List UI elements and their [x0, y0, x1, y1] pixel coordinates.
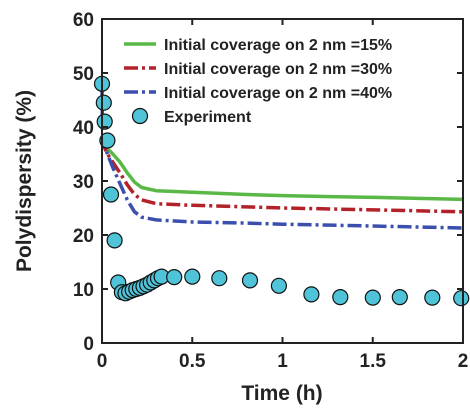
x-tick-label: 2: [458, 351, 469, 372]
experiment-point: [364, 289, 381, 306]
y-tick-label: 30: [73, 172, 94, 193]
x-tick-label: 1.5: [360, 351, 387, 372]
experiment-point: [211, 270, 228, 287]
y-tick-label: 0: [83, 334, 94, 355]
series-line-3: [100, 83, 464, 230]
experiment-point: [96, 113, 113, 130]
experiment-point: [453, 290, 470, 307]
experiment-point: [184, 268, 201, 285]
experiment-point: [332, 289, 349, 306]
x-axis-label: Time (h): [241, 382, 322, 405]
y-tick-label: 40: [73, 118, 94, 139]
experiment-point: [424, 289, 441, 306]
legend-label: Experiment: [164, 109, 252, 126]
experiment-point: [391, 289, 408, 306]
legend-label: Initial coverage on 2 nm =15%: [164, 37, 392, 54]
experiment-point: [303, 286, 320, 303]
legend-marker: [131, 107, 149, 125]
legend-label: Initial coverage on 2 nm =30%: [164, 61, 392, 78]
series-line-1: [100, 137, 464, 202]
y-axis-label: Polydispersity (%): [13, 90, 36, 272]
experiment-point: [102, 186, 120, 203]
experiment-point: [99, 132, 116, 149]
y-tick-label: 20: [73, 226, 94, 247]
experiment-point: [106, 232, 123, 249]
x-tick-label: 1: [277, 351, 288, 372]
y-tick-label: 50: [73, 64, 94, 85]
experiment-point: [95, 94, 112, 111]
y-tick-label: 10: [73, 280, 94, 301]
experiment-point: [241, 272, 259, 289]
experiment-point: [270, 277, 287, 294]
legend: Initial coverage on 2 nm =15% Initial cov…: [124, 37, 392, 126]
x-tick-label: 0.5: [179, 351, 206, 372]
legend-label: Initial coverage on 2 nm =40%: [164, 85, 392, 102]
x-tick-label: 0: [97, 351, 108, 372]
y-tick-label: 60: [73, 10, 94, 31]
experiment-point: [166, 269, 183, 286]
series-line-2: [100, 137, 464, 214]
